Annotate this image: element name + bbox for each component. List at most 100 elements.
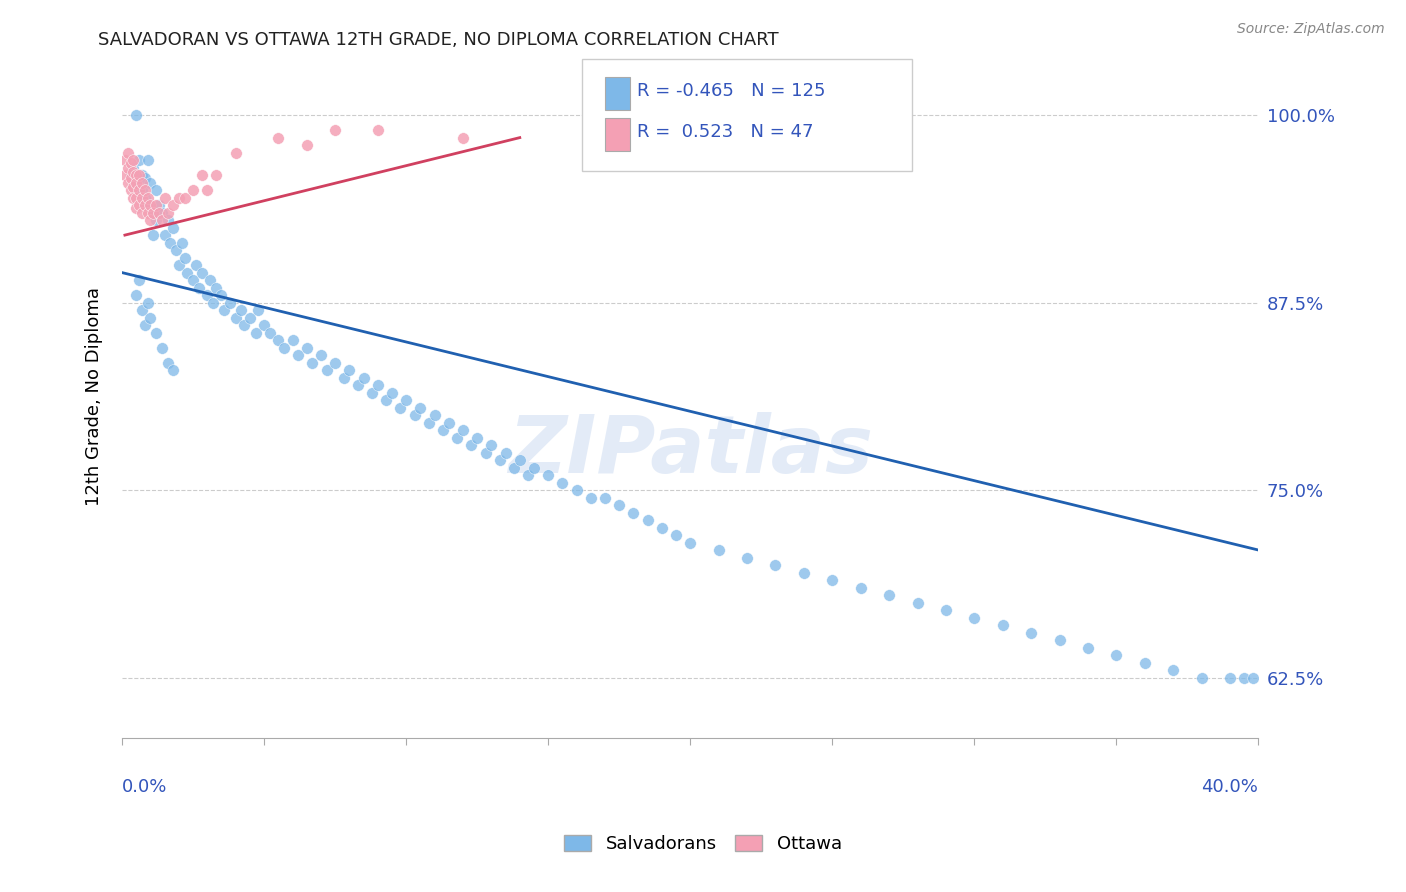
Point	[517, 468, 540, 483]
Point	[437, 416, 460, 430]
Point	[156, 355, 179, 369]
Point	[142, 228, 165, 243]
Text: ZIPatlas: ZIPatlas	[508, 412, 873, 490]
Point	[451, 423, 474, 437]
Point	[991, 618, 1014, 632]
Point	[125, 201, 148, 215]
Point	[120, 183, 142, 197]
Point	[849, 581, 872, 595]
Point	[446, 431, 468, 445]
Point	[173, 191, 195, 205]
Point	[198, 273, 221, 287]
Point	[128, 273, 150, 287]
Point	[267, 333, 290, 347]
Point	[131, 168, 153, 182]
Point	[128, 183, 150, 197]
Point	[1133, 656, 1156, 670]
Point	[139, 176, 162, 190]
Point	[136, 191, 159, 205]
Point	[295, 341, 318, 355]
Point	[1161, 663, 1184, 677]
Point	[128, 153, 150, 168]
Point	[131, 303, 153, 318]
Point	[134, 191, 156, 205]
Point	[1049, 633, 1071, 648]
Point	[489, 453, 512, 467]
Point	[765, 558, 787, 572]
Point	[134, 318, 156, 332]
Point	[156, 213, 179, 227]
Point	[120, 171, 142, 186]
Point	[148, 205, 170, 219]
Point	[219, 295, 242, 310]
Point	[134, 198, 156, 212]
Point	[117, 176, 139, 190]
Point	[607, 498, 630, 512]
Point	[139, 198, 162, 212]
Point	[170, 235, 193, 250]
Point	[145, 326, 167, 340]
Point	[465, 431, 488, 445]
Point	[117, 161, 139, 175]
Point	[145, 198, 167, 212]
Point	[593, 491, 616, 505]
Point	[173, 251, 195, 265]
Point	[381, 385, 404, 400]
Point	[551, 475, 574, 490]
Point	[935, 603, 957, 617]
Point	[495, 445, 517, 459]
Text: R =  0.523   N = 47: R = 0.523 N = 47	[637, 123, 813, 141]
Point	[1191, 671, 1213, 685]
Point	[347, 378, 370, 392]
Point	[1233, 671, 1256, 685]
Point	[309, 348, 332, 362]
Point	[361, 385, 384, 400]
Text: Source: ZipAtlas.com: Source: ZipAtlas.com	[1237, 22, 1385, 37]
Point	[735, 550, 758, 565]
Point	[136, 153, 159, 168]
Point	[122, 153, 145, 168]
Point	[125, 176, 148, 190]
Text: 0.0%: 0.0%	[122, 779, 167, 797]
Point	[125, 108, 148, 122]
Point	[537, 468, 560, 483]
Point	[225, 310, 247, 325]
Point	[245, 326, 267, 340]
Point	[150, 213, 173, 227]
Point	[1105, 648, 1128, 662]
Point	[565, 483, 588, 497]
Point	[460, 438, 482, 452]
FancyBboxPatch shape	[605, 77, 630, 110]
Point	[139, 310, 162, 325]
Point	[204, 280, 226, 294]
FancyBboxPatch shape	[582, 59, 912, 171]
Point	[423, 408, 446, 422]
Point	[190, 266, 212, 280]
Point	[877, 588, 900, 602]
Point	[167, 258, 190, 272]
Point	[122, 180, 145, 194]
Point	[907, 595, 929, 609]
Point	[353, 370, 375, 384]
Point	[479, 438, 502, 452]
Point	[145, 183, 167, 197]
Point	[204, 168, 226, 182]
Point	[128, 198, 150, 212]
Point	[1019, 625, 1042, 640]
Point	[131, 183, 153, 197]
Point	[150, 341, 173, 355]
Point	[367, 123, 389, 137]
Point	[395, 393, 418, 408]
Point	[665, 528, 688, 542]
Point	[418, 416, 440, 430]
Point	[159, 235, 181, 250]
Point	[273, 341, 295, 355]
Point	[793, 566, 815, 580]
Point	[295, 138, 318, 153]
Point	[474, 445, 496, 459]
Point	[145, 213, 167, 227]
Point	[153, 228, 176, 243]
Point	[153, 191, 176, 205]
Point	[136, 295, 159, 310]
Point	[167, 191, 190, 205]
